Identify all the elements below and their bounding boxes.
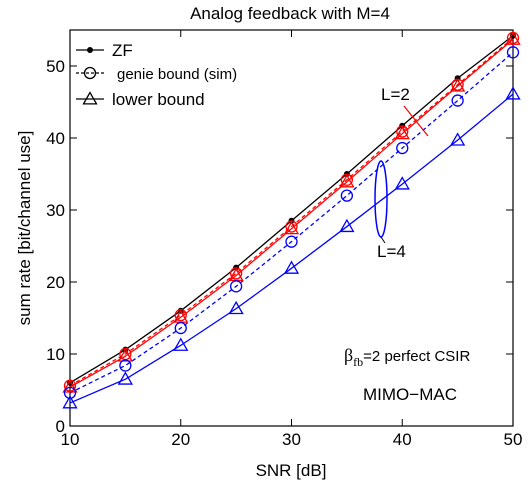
- annotation-l2: L=2: [381, 85, 429, 137]
- beta-text: =2 perfect CSIR: [363, 348, 470, 365]
- series-4-point: [117, 371, 133, 385]
- series-3-point: [451, 94, 464, 107]
- y-tick-label: 30: [46, 201, 65, 220]
- x-tick-label: 30: [282, 430, 301, 449]
- y-tick-label: 50: [46, 57, 65, 76]
- series-4-point: [450, 132, 466, 146]
- series-3-point: [506, 46, 520, 59]
- series-3-point: [396, 141, 409, 155]
- y-tick-label: 0: [56, 417, 65, 436]
- legend-label-1: genie bound (sim): [117, 66, 237, 83]
- series-4-point: [394, 176, 410, 190]
- y-tick-label: 40: [46, 129, 65, 148]
- series-line-1: [69, 37, 514, 387]
- legend-label-0: ZF: [112, 41, 133, 60]
- annotation-beta: βfb=2 perfect CSIR: [344, 345, 470, 369]
- x-tick-label: 40: [393, 430, 412, 449]
- series-2-point: [450, 78, 466, 92]
- y-axis-label: sum rate [bit/channel use]: [15, 131, 34, 326]
- series-4-point: [62, 395, 78, 409]
- annotation-l4-pointer: [380, 236, 386, 244]
- series-2-point: [339, 174, 355, 188]
- annotation-l4: L=4: [374, 160, 406, 261]
- series-2-point: [394, 125, 410, 140]
- beta-subscript: fb: [353, 355, 363, 369]
- series-2-point: [117, 348, 133, 362]
- series-3-point: [340, 189, 354, 202]
- series-3-point: [63, 386, 77, 400]
- series-3-point: [119, 359, 132, 372]
- legend-marker-1: [83, 66, 97, 80]
- series-lines: [69, 35, 514, 404]
- series-2-point: [62, 379, 78, 393]
- series-3-point: [285, 235, 298, 248]
- x-tick-label: 50: [504, 430, 523, 449]
- series-4-point: [228, 300, 244, 315]
- series-3-point: [174, 321, 187, 335]
- legend: ZF genie bound (sim) lower bound: [76, 41, 237, 109]
- annotation-l2-arrow: [403, 105, 429, 137]
- annotation-l2-label: L=2: [381, 85, 410, 104]
- series-3-point: [229, 280, 243, 293]
- series-4-point: [283, 260, 300, 274]
- legend-marker-0: [87, 47, 93, 53]
- x-tick-label: 10: [61, 430, 80, 449]
- series-line-4: [69, 93, 514, 404]
- series-line-2: [69, 38, 514, 388]
- annotation-mimo: MIMO−MAC: [363, 385, 457, 404]
- y-tick-label: 20: [46, 273, 65, 292]
- legend-label-2: lower bound: [112, 90, 205, 109]
- y-tick-label: 10: [46, 345, 65, 364]
- series-4-point: [339, 218, 355, 233]
- series-line-3: [69, 51, 514, 394]
- series-markers: [62, 31, 521, 409]
- x-axis-label: SNR [dB]: [256, 461, 327, 480]
- beta-symbol: β: [344, 345, 353, 365]
- series-4-point: [173, 337, 189, 351]
- x-tick-label: 20: [171, 430, 190, 449]
- annotation-l4-label: L=4: [377, 242, 406, 261]
- chart-title: Analog feedback with M=4: [190, 4, 390, 23]
- series-4-point: [505, 86, 521, 100]
- series-2-point: [283, 220, 300, 235]
- series-2-point: [505, 31, 521, 45]
- legend-marker-2: [82, 91, 98, 105]
